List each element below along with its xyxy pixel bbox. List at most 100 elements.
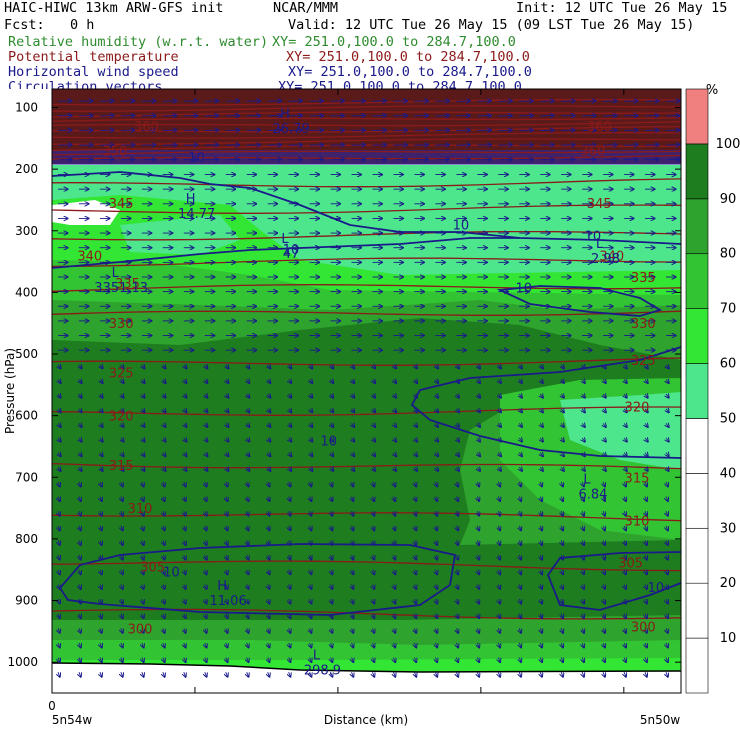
y-tick-label: 500 <box>15 347 38 361</box>
vector-arrow <box>393 657 395 663</box>
vector-arrow <box>519 145 533 146</box>
vector-arrow <box>498 613 500 619</box>
vector-arrow <box>331 467 334 471</box>
vector-arrow <box>477 496 479 502</box>
vector-arrow <box>141 115 156 116</box>
vector-arrow <box>226 628 228 633</box>
colorbar-label: 50 <box>720 411 737 426</box>
vector-arrow <box>582 628 584 633</box>
vector-arrow <box>561 115 575 116</box>
vector-arrow <box>666 145 680 146</box>
vector-arrow <box>225 115 240 116</box>
vector-arrow <box>79 642 81 648</box>
vector-arrow <box>79 525 81 531</box>
vector-arrow <box>603 379 606 383</box>
vector-arrow <box>393 159 407 160</box>
colorbar-swatch <box>685 198 709 255</box>
vector-arrow <box>603 467 606 471</box>
vector-arrow <box>498 642 500 648</box>
vector-arrow <box>603 453 606 457</box>
vector-arrow <box>477 554 479 560</box>
vector-arrow <box>561 453 564 457</box>
vector-arrow <box>330 115 345 116</box>
vector-arrow <box>645 496 647 502</box>
vector-arrow <box>666 657 668 663</box>
vector-arrow <box>624 438 627 442</box>
vector-arrow <box>393 453 396 457</box>
vector-arrow <box>142 394 145 398</box>
vector-arrow <box>99 115 114 116</box>
vector-arrow <box>582 584 584 589</box>
header-fcst-value: 0 h <box>70 17 95 33</box>
vector-arrow <box>540 598 542 604</box>
vector-arrow <box>100 584 102 589</box>
vector-arrow <box>225 159 240 160</box>
vector-arrow <box>540 379 543 383</box>
vector-arrow <box>519 438 522 442</box>
vector-arrow <box>121 554 123 560</box>
vector-arrow <box>331 613 333 619</box>
vector-arrow <box>205 672 207 677</box>
vector-arrow <box>373 613 375 619</box>
colorbar-swatch <box>685 637 709 694</box>
vector-arrow <box>498 365 501 369</box>
vector-arrow <box>247 540 249 545</box>
vector-arrow <box>666 467 669 471</box>
x-axis: 0 5n54w Distance (km) 5n50w <box>48 89 680 727</box>
vector-arrow <box>310 394 313 398</box>
vector-arrow <box>58 598 60 604</box>
vector-arrow <box>456 379 459 383</box>
vector-arrow <box>226 613 228 619</box>
vector-arrow <box>456 365 459 369</box>
vector-arrow <box>582 598 584 604</box>
vector-arrow <box>142 379 145 383</box>
vector-arrow <box>99 159 114 160</box>
vector-arrow <box>226 467 229 471</box>
vector-arrow <box>582 496 584 502</box>
vector-arrow <box>162 145 177 146</box>
vector-arrow <box>226 584 228 589</box>
vector-arrow <box>645 409 648 413</box>
vector-arrow <box>603 584 605 589</box>
vector-arrow <box>414 145 428 146</box>
vector-arrow <box>624 379 627 383</box>
theta-label: 325 <box>109 367 134 382</box>
vector-arrow <box>184 511 186 516</box>
vector-arrow <box>645 467 648 471</box>
vector-arrow <box>184 672 186 677</box>
vector-arrow <box>498 409 501 413</box>
vector-arrow <box>226 657 228 663</box>
theta-label: 345 <box>587 197 612 212</box>
vector-arrow <box>120 115 135 116</box>
vector-arrow <box>435 554 437 560</box>
vector-arrow <box>561 672 563 677</box>
vector-arrow <box>309 130 324 131</box>
vector-arrow <box>645 628 647 633</box>
vector-arrow <box>477 598 479 604</box>
vector-arrow <box>352 394 355 398</box>
vector-arrow <box>267 130 282 131</box>
vector-arrow <box>456 115 470 116</box>
colorbar: % 10 20 30 40 50 60 70 80 90 100 <box>685 83 740 694</box>
vector-arrow <box>310 657 312 663</box>
vector-arrow <box>373 628 375 633</box>
vector-arrow <box>561 145 575 146</box>
vector-arrow <box>435 584 437 589</box>
vector-arrow <box>582 554 584 560</box>
vector-arrow <box>561 584 563 589</box>
plot-frame <box>51 88 682 694</box>
vector-arrow <box>310 584 312 589</box>
vector-arrow <box>184 467 187 471</box>
vector-arrow <box>435 115 449 116</box>
vector-arrow <box>519 584 521 589</box>
vector-arrow <box>498 159 512 160</box>
vector-arrow <box>142 525 144 531</box>
vector-arrow <box>456 394 459 398</box>
vector-arrow <box>310 379 313 383</box>
vector-arrow <box>121 394 124 398</box>
vector-arrow <box>289 365 292 369</box>
vector-arrow <box>79 657 81 663</box>
vector-arrow <box>414 101 428 102</box>
vector-arrow <box>373 657 375 663</box>
vector-arrow <box>435 159 449 160</box>
